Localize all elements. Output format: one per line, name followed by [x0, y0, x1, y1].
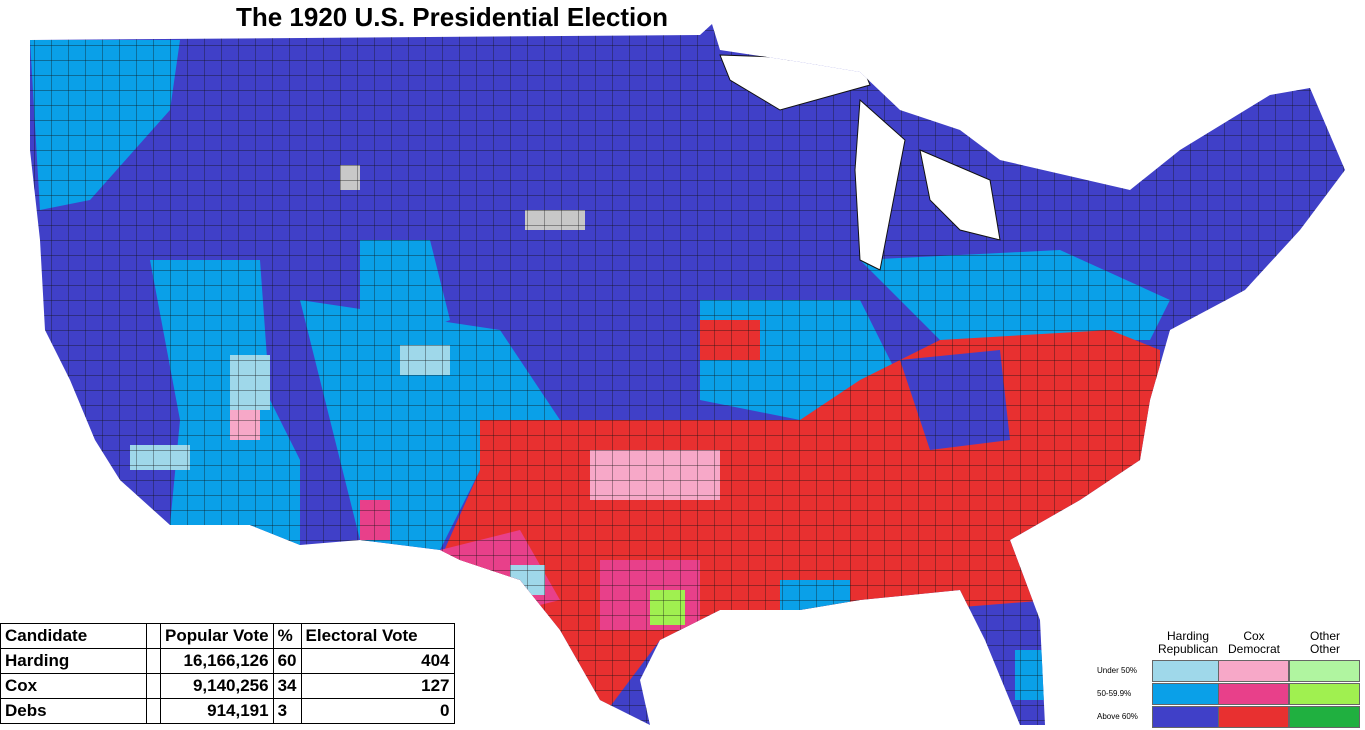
header-cell: % — [272, 623, 302, 649]
legend-swatch — [1218, 706, 1289, 728]
legend-candidate: Cox — [1243, 629, 1265, 643]
cell: 404 — [300, 648, 455, 674]
legend: Harding Republican Cox Democrat Other Other Un… — [1095, 628, 1365, 730]
cell: 16,166,126 — [160, 648, 274, 674]
cell: Harding — [0, 648, 147, 674]
legend-column: Cox Democrat — [1218, 630, 1290, 656]
cell: 9,140,256 — [160, 673, 274, 699]
lake — [854, 98, 906, 271]
cell: Cox — [0, 673, 147, 699]
legend-party: Other — [1309, 642, 1340, 656]
row: Harding 16,166,126 60 404 — [0, 648, 455, 674]
legend-swatch — [1152, 660, 1223, 682]
cell: 34 — [272, 673, 302, 699]
header-cell: Candidate — [0, 623, 147, 649]
legend-candidate: Harding — [1166, 629, 1210, 643]
row: Debs 914,191 3 0 — [0, 698, 455, 724]
legend-swatch — [1218, 683, 1289, 705]
results-table: Candidate Popular Vote % Electoral Vote … — [0, 623, 455, 724]
cell: 3 — [272, 698, 302, 724]
legend-row-label: Under 50% — [1097, 666, 1138, 675]
cell: 914,191 — [160, 698, 274, 724]
spacer-cell — [146, 698, 161, 724]
header-cell: Electoral Vote — [300, 623, 455, 649]
header-row: Candidate Popular Vote % Electoral Vote — [0, 623, 455, 649]
legend-swatch — [1152, 706, 1223, 728]
spacer-cell — [146, 648, 161, 674]
spacer-cell — [146, 623, 161, 649]
lake — [919, 149, 1001, 241]
cell: Debs — [0, 698, 147, 724]
legend-swatch — [1289, 660, 1360, 682]
map-title: The 1920 U.S. Presidential Election — [236, 2, 668, 32]
legend-row-label: 50-59.9% — [1097, 689, 1132, 698]
legend-party: Democrat — [1227, 642, 1280, 656]
legend-row-label: Above 60% — [1097, 712, 1138, 721]
header-cell: Popular Vote — [160, 623, 274, 649]
legend-candidate: Other — [1309, 629, 1340, 643]
legend-column: Harding Republican — [1152, 630, 1224, 656]
cell: 60 — [272, 648, 302, 674]
legend-party: Republican — [1157, 642, 1219, 656]
legend-swatch — [1218, 660, 1289, 682]
cell: 0 — [300, 698, 455, 724]
legend-column: Other Other — [1289, 630, 1361, 656]
spacer-cell — [146, 673, 161, 699]
legend-swatch — [1152, 683, 1223, 705]
legend-swatch — [1289, 706, 1360, 728]
legend-swatch — [1289, 683, 1360, 705]
row: Cox 9,140,256 34 127 — [0, 673, 455, 699]
cell: 127 — [300, 673, 455, 699]
